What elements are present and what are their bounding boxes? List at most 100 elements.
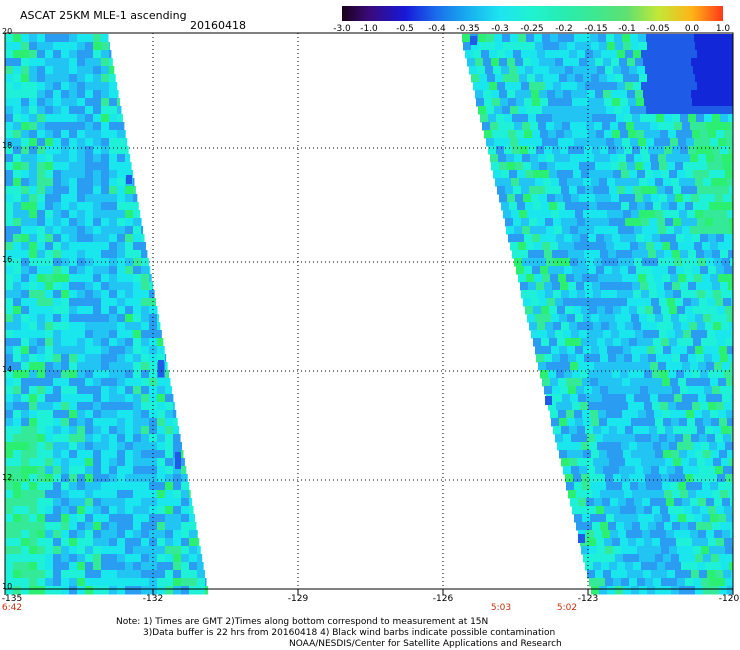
swath-cell <box>29 330 38 339</box>
swath-cell <box>700 538 709 547</box>
swath-cell <box>647 178 656 187</box>
swath-cell <box>117 170 126 179</box>
swath-cell <box>69 354 78 363</box>
swath-cell <box>637 202 646 211</box>
swath-cell <box>530 226 539 235</box>
swath-cell <box>718 378 727 387</box>
swath-cell <box>669 338 678 347</box>
swath-cell <box>37 586 46 595</box>
swath-cell <box>548 370 557 379</box>
swath-cell <box>608 282 617 291</box>
swath-cell <box>609 186 618 195</box>
swath-cell <box>125 490 134 499</box>
swath-cell <box>687 42 696 51</box>
swath-cell <box>5 362 14 371</box>
swath-cell <box>614 514 623 523</box>
swath-cell <box>694 274 703 283</box>
swath-cell <box>622 410 631 419</box>
swath-cell <box>619 466 628 475</box>
swath-cell <box>85 50 94 59</box>
swath-cell <box>29 162 38 171</box>
swath-cell <box>654 482 663 491</box>
swath-cell <box>157 586 166 595</box>
swath-cell <box>731 466 734 475</box>
swath-cell <box>606 106 615 115</box>
swath-cell <box>483 90 492 99</box>
swath-cell <box>614 34 623 43</box>
swath-cell <box>679 42 688 51</box>
swath-cell <box>709 66 718 75</box>
swath-cell <box>695 74 704 83</box>
swath-cell <box>13 466 22 475</box>
swath-cell <box>729 50 734 59</box>
swath-cell <box>581 442 590 451</box>
swath-cell <box>125 170 134 179</box>
swath-cell <box>680 146 689 155</box>
swath-cell <box>101 154 110 163</box>
swath-cell <box>528 146 537 155</box>
swath-cell <box>77 378 86 387</box>
swath-cell <box>619 434 628 443</box>
swath-cell <box>85 418 94 427</box>
swath-cell <box>77 562 86 571</box>
swath-cell <box>663 210 672 219</box>
swath-cell <box>644 130 653 139</box>
swath-cell <box>722 122 731 131</box>
swath-cell <box>546 154 555 163</box>
swath-cell <box>612 506 621 515</box>
swath-cell <box>125 418 134 427</box>
swath-cell <box>676 506 685 515</box>
swath-cell <box>13 146 22 155</box>
swath-cell <box>555 162 564 171</box>
swath-cell <box>109 178 118 187</box>
swath-cell <box>5 482 14 491</box>
swath-cell <box>61 482 70 491</box>
swath-cell <box>85 474 94 483</box>
swath-cell <box>53 354 62 363</box>
swath-cell <box>629 202 638 211</box>
swath-cell <box>704 522 713 531</box>
swath-cell <box>125 146 129 155</box>
swath-cell <box>712 114 721 123</box>
swath-cell <box>645 170 654 179</box>
swath-cell <box>189 522 197 531</box>
swath-cell <box>691 58 700 67</box>
swath-cell <box>53 314 62 323</box>
swath-cell <box>608 250 617 259</box>
swath-cell <box>616 522 625 531</box>
swath-cell <box>699 434 708 443</box>
swath-cell <box>720 522 729 531</box>
swath-cell <box>527 314 536 323</box>
swath-cell <box>77 386 86 395</box>
swath-cell <box>53 178 62 187</box>
swath-cell <box>5 338 14 347</box>
swath-cell <box>149 490 158 499</box>
swath-cell <box>727 554 734 563</box>
swath-cell <box>141 370 150 379</box>
swath-cell <box>109 314 118 323</box>
color-bar-label: -0.15 <box>584 24 608 34</box>
swath-cell <box>45 546 54 555</box>
swath-cell <box>603 330 612 339</box>
swath-cell <box>649 290 658 299</box>
swath-cell <box>499 58 508 67</box>
swath-cell <box>141 586 150 595</box>
swath-cell <box>696 250 705 259</box>
swath-cell <box>535 314 544 323</box>
swath-cell <box>29 298 38 307</box>
swath-cell <box>494 34 503 43</box>
swath-cell <box>53 482 62 491</box>
swath-cell <box>85 442 94 451</box>
swath-cell <box>499 162 508 171</box>
swath-cell <box>109 154 118 163</box>
swath-cell <box>570 226 579 235</box>
swath-cell <box>29 130 38 139</box>
swath-cell <box>588 266 597 275</box>
swath-cell <box>101 466 110 475</box>
swath-cell <box>673 218 682 227</box>
swath-cell <box>604 506 613 515</box>
swath-cell <box>53 82 62 91</box>
swath-cell <box>21 226 30 235</box>
swath-cell <box>621 306 630 315</box>
swath-cell <box>636 234 645 243</box>
